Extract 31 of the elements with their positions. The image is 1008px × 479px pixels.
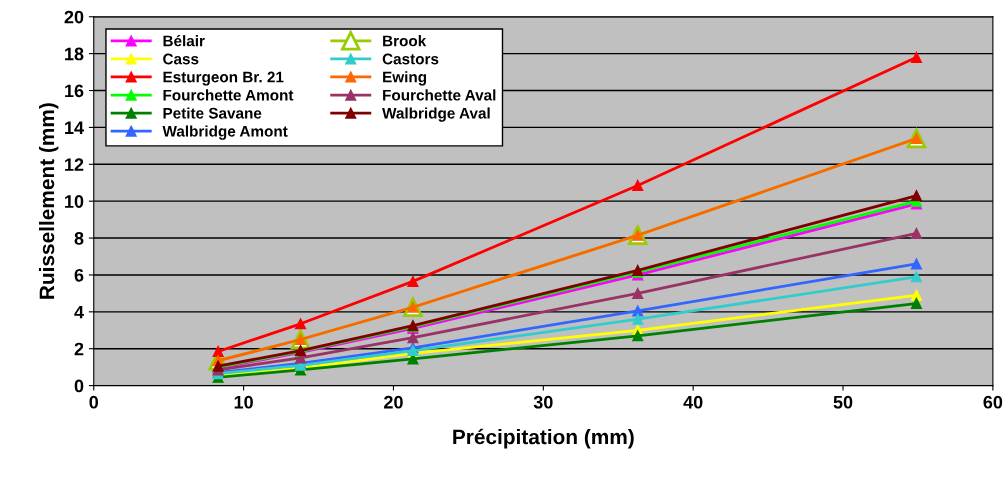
legend-label: Castors <box>382 53 439 65</box>
y-tick-label: 8 <box>74 232 84 245</box>
y-axis-title: Ruissellement (mm) <box>38 103 59 299</box>
legend-label: Petite Savane <box>163 107 262 119</box>
x-tick-label: 60 <box>983 395 1003 409</box>
x-tick-label: 10 <box>234 395 253 409</box>
y-tick-label: 6 <box>74 268 84 282</box>
legend-label: Fourchette Aval <box>383 89 496 101</box>
legend-label: Fourchette Amont <box>163 89 294 101</box>
x-tick-label: 20 <box>384 395 403 409</box>
legend-label: Cass <box>163 53 199 65</box>
y-tick-label: 12 <box>65 158 84 171</box>
x-tick-label: 30 <box>533 395 553 409</box>
legend-label: Ewing <box>383 71 427 86</box>
y-tick-label: 2 <box>74 342 84 356</box>
legend-label: Brook <box>383 35 427 47</box>
x-tick-label: 50 <box>833 395 853 409</box>
legend-label: Bélair <box>163 34 205 47</box>
x-tick-label: 0 <box>89 395 99 409</box>
legend-label: Walbridge Aval <box>382 107 490 122</box>
y-tick-label: 0 <box>74 379 84 393</box>
x-tick-label: 40 <box>683 395 703 409</box>
legend-label: Walbridge Amont <box>162 125 288 140</box>
y-tick-label: 18 <box>65 47 84 61</box>
y-tick-label: 14 <box>65 121 84 134</box>
y-tick-label: 20 <box>64 10 84 24</box>
legend-label: Esturgeon Br. 21 <box>163 71 284 86</box>
y-tick-label: 4 <box>74 305 84 319</box>
x-axis-title: Précipitation (mm) <box>453 428 634 449</box>
y-tick-label: 16 <box>65 84 84 98</box>
y-tick-label: 10 <box>65 195 84 208</box>
